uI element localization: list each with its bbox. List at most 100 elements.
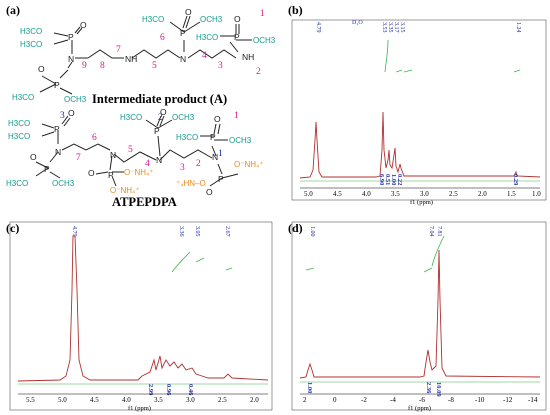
b-integral-value: 6.90 xyxy=(378,174,385,185)
group-och3-1: OCH3 xyxy=(200,15,223,24)
atom-o-4: O xyxy=(38,64,45,74)
panel-a: (a) xyxy=(6,3,276,209)
atom-p-2: P xyxy=(180,28,186,38)
d-peak-label: 1.00 xyxy=(309,226,315,237)
c-peak-labels: 4.79 3.36 3.05 2.67 xyxy=(71,226,230,237)
panel-c-frame xyxy=(9,221,273,411)
atp-group-onh4-3: O⁻NH₄⁺ xyxy=(234,160,264,169)
c-tick: 2.5 xyxy=(218,396,227,404)
atp-group-och3-3: OCH3 xyxy=(52,179,75,188)
c-integral-value: 2.99 xyxy=(147,384,154,396)
intermediate-title: Intermediate product (A) xyxy=(92,92,227,106)
group-och3-3: OCH3 xyxy=(64,95,87,104)
atp-group-onh4-1: O⁻NH₄⁺ xyxy=(124,168,154,177)
atp-atom-n-1: N xyxy=(55,147,61,157)
b-ticks: 5.0 4.5 4.0 3.5 3.0 2.5 2.0 1.5 1.0 xyxy=(304,190,541,198)
panel-c: (c) 4.79 3.36 3.05 2.67 2.99 0.96 0.46 5… xyxy=(6,221,273,412)
pos-num-1: 1 xyxy=(260,9,265,19)
atp-atom-p-6: P xyxy=(44,164,50,174)
d-integrals: 1.00 2.36 10.09 xyxy=(306,382,442,397)
d-tick: -12 xyxy=(503,396,513,404)
c-tick: 3.0 xyxy=(186,396,195,404)
atpepdpa-title: ATPEPDPA xyxy=(112,195,177,209)
atom-p-1: P xyxy=(68,32,74,42)
atp-atom-o-3: O xyxy=(160,107,167,117)
atp-atom-o-6: O xyxy=(30,152,37,162)
atom-p-3: P xyxy=(234,32,240,42)
d-integral-curve xyxy=(305,235,445,273)
atom-p-4: P xyxy=(54,80,60,90)
c-integral-curve xyxy=(171,251,233,273)
b-peak-label: 3.17 xyxy=(393,22,399,33)
atp-num-2b: 2 xyxy=(158,113,163,123)
pos-num-8: 8 xyxy=(100,61,105,71)
b-tick: 4.5 xyxy=(333,190,342,198)
b-integral-value: 0.29 xyxy=(512,174,519,186)
group-och3-2: OCH3 xyxy=(253,36,276,45)
intermediate-atoms: H3CO H3CO P O N NH N P O H3CO OCH3 P O H… xyxy=(12,7,276,104)
atp-num-2m: 2 xyxy=(196,159,201,169)
c-xlabel: f1 (ppm) xyxy=(128,405,151,412)
atom-n-2: N xyxy=(180,54,186,64)
atp-num-3b: 3 xyxy=(60,111,65,121)
panel-d: (d) 1.00 7.04 7.81 1.00 2.36 10.09 2 0 -… xyxy=(288,221,547,412)
d-tick: -14 xyxy=(528,396,538,404)
b-tick: 4.0 xyxy=(362,190,371,198)
atp-atom-p-1: P xyxy=(54,124,60,134)
d-xlabel: f1 (ppm) xyxy=(408,405,431,412)
atp-group-h3co-4: H3CO xyxy=(176,133,198,142)
b-peak-label: 1.24 xyxy=(515,22,521,33)
c-peak-label: 4.79 xyxy=(71,226,77,237)
b-tick: 3.5 xyxy=(391,190,400,198)
pos-num-4: 4 xyxy=(202,51,207,61)
d-tick: -10 xyxy=(475,396,485,404)
atom-n-1: N xyxy=(68,54,74,64)
atom-o-2: O xyxy=(185,7,192,17)
b-tick: 5.0 xyxy=(304,190,313,198)
b-integral-value: 1.00 xyxy=(390,174,397,185)
panel-a-label: (a) xyxy=(6,3,20,17)
atp-group-och3-1: OCH3 xyxy=(172,113,195,122)
atp-num-1b: 1 xyxy=(218,149,223,159)
d-tick: -8 xyxy=(448,396,454,404)
atp-num-1a: 1 xyxy=(234,111,239,121)
atom-nh-1: NH xyxy=(125,54,137,64)
b-peak-label: 4.79 xyxy=(315,22,321,33)
d-peak-labels: 1.00 7.04 7.81 xyxy=(309,226,442,237)
d-integral-value: 1.00 xyxy=(306,382,313,393)
b-peak-label: 3.53 xyxy=(381,22,387,33)
d-tick: -2 xyxy=(361,396,367,404)
c-tick: 5.0 xyxy=(58,396,67,404)
atp-num-5: 5 xyxy=(128,145,133,155)
panel-b-frame xyxy=(291,19,547,201)
atp-group-onh4-2: O⁻NH₄⁺ xyxy=(110,186,140,195)
atp-group-h3co-5: H3CO xyxy=(6,179,28,188)
pos-num-9: 9 xyxy=(82,61,87,71)
pos-num-5: 5 xyxy=(152,61,157,71)
atom-nh-2: NH xyxy=(242,52,254,62)
b-xlabel: f1 (ppm) xyxy=(410,199,433,206)
atp-group-h3co-2: H3CO xyxy=(8,132,30,141)
atpepdpa-atoms: H3CO H3CO P O N N P O O⁻NH₄⁺ O⁻NH₄⁺ N P … xyxy=(6,107,264,197)
solvent-label: D₂O xyxy=(352,20,363,26)
b-tick: 2.0 xyxy=(478,190,487,198)
d-ticks: 2 0 -2 -4 -6 -8 -10 -12 -14 xyxy=(303,396,538,404)
b-tick: 1.5 xyxy=(507,190,516,198)
atp-atom-n-4: N xyxy=(212,152,218,162)
c-tick: 5.5 xyxy=(26,396,35,404)
atom-o-1: O xyxy=(80,20,87,30)
panel-d-label: (d) xyxy=(288,221,303,235)
atp-num-3: 3 xyxy=(180,163,185,173)
d-peak-label: 7.04 xyxy=(428,226,434,237)
c-tick: 4.0 xyxy=(122,396,131,404)
panel-d-frame xyxy=(291,221,547,411)
b-tick: 2.5 xyxy=(449,190,458,198)
atp-atom-p-5: P xyxy=(218,174,224,184)
c-integral-value: 0.96 xyxy=(165,384,172,396)
atp-num-4: 4 xyxy=(145,159,150,169)
d-tick: 2 xyxy=(303,396,307,404)
d-integral-value: 2.36 xyxy=(425,382,432,394)
d-spectrum-line xyxy=(299,249,541,379)
panel-c-label: (c) xyxy=(6,221,19,235)
